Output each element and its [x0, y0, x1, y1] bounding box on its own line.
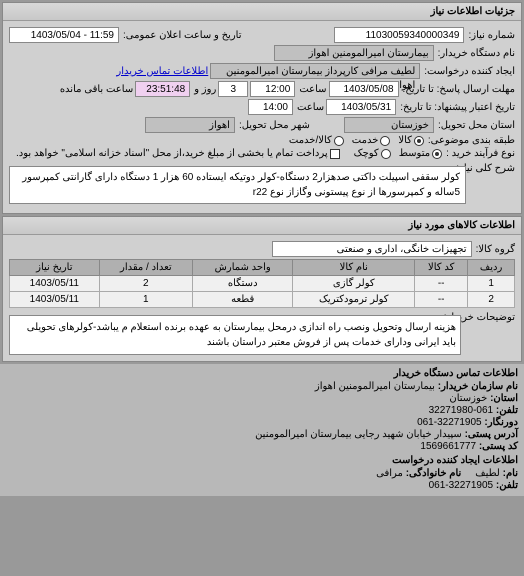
req-number: 11030059340000349	[334, 27, 464, 43]
treasury-label: پرداخت تمام یا بخشی از مبلغ خرید،از محل …	[16, 148, 328, 159]
category-radio-group: کالا خدمت کالا/خدمت	[289, 135, 424, 146]
cr-phone: 32271905-061	[429, 480, 494, 491]
requester: لطیف مرافی کارپرداز بیمارستان امیرالمومن…	[210, 63, 420, 79]
buyer-org: بیمارستان امیرالمومنین اهواز	[274, 45, 434, 61]
c-zip: 1569661777	[420, 441, 476, 452]
validity-time-label: ساعت	[297, 102, 324, 113]
group-value: تجهیزات خانگی، اداری و صنعتی	[272, 241, 472, 257]
items-table: ردیف کد کالا نام کالا واحد شمارش تعداد /…	[9, 259, 515, 308]
c-fax-label: دورنگار:	[484, 417, 518, 428]
c-phone-label: تلفن:	[496, 405, 518, 416]
c-fax: 32271905-061	[417, 417, 482, 428]
cr-name-label: نام:	[503, 468, 518, 479]
c-org-label: نام سازمان خریدار:	[438, 381, 518, 392]
city: اهواز	[145, 117, 235, 133]
items-tbody: 1--کولر گازیدستگاه21403/05/112--کولر ترم…	[10, 276, 515, 308]
treasury-checkbox[interactable]	[330, 149, 340, 159]
radio-small[interactable]	[381, 149, 391, 159]
table-cell: کولر گازی	[293, 276, 415, 292]
buyer-contact-link[interactable]: اطلاعات تماس خریدار	[116, 66, 208, 77]
table-cell: 1403/05/11	[10, 276, 100, 292]
contact-header: اطلاعات تماس دستگاه خریدار	[6, 368, 518, 379]
table-cell: دستگاه	[193, 276, 293, 292]
contact-section: اطلاعات تماس دستگاه خریدار نام سازمان خر…	[0, 364, 524, 496]
remain-days: 3	[218, 81, 248, 97]
validity-time: 14:00	[248, 99, 293, 115]
c-prov: خوزستان	[449, 393, 487, 404]
requester-label: ایجاد کننده درخواست:	[424, 66, 515, 77]
respond-date: 1403/05/08	[329, 81, 399, 97]
buyer-org-label: نام دستگاه خریدار:	[438, 48, 515, 59]
radio-kala[interactable]	[414, 136, 424, 146]
respond-time-label: ساعت	[299, 84, 326, 95]
radio-khedmat[interactable]	[380, 136, 390, 146]
table-row: 2--کولر ترمودکتریکقطعه11403/05/11	[10, 292, 515, 308]
note-label: توضیحات خریدار:	[465, 312, 515, 323]
radio-medium[interactable]	[432, 149, 442, 159]
respond-deadline-label: مهلت ارسال پاسخ: تا تاریخ:	[403, 84, 515, 95]
c-phone: 061-32271980	[429, 405, 494, 416]
table-cell: 2	[99, 276, 192, 292]
desc-label: شرح کلی نیاز:	[470, 163, 515, 174]
remain-time: 23:51:48	[135, 81, 190, 97]
remain-days-label: روز و	[194, 84, 216, 95]
purchase-type-group: متوسط کوچک	[354, 148, 442, 159]
c-postal-label: آدرس پستی:	[465, 429, 518, 440]
remain-label: ساعت باقی مانده	[60, 84, 133, 95]
province: خوزستان	[344, 117, 434, 133]
city-label: شهر محل تحویل:	[239, 120, 310, 131]
note-text: هزینه ارسال وتحویل ونصب راه اندازی درمحل…	[9, 315, 461, 355]
table-cell: 1403/05/11	[10, 292, 100, 308]
table-cell: قطعه	[193, 292, 293, 308]
goods-panel: اطلاعات کالاهای مورد نیاز گروه کالا: تجه…	[2, 216, 522, 362]
validity-date: 1403/05/31	[326, 99, 396, 115]
table-cell: 1	[468, 276, 515, 292]
radio-small-label: کوچک	[354, 148, 379, 159]
col-row: ردیف	[468, 260, 515, 276]
table-row: 1--کولر گازیدستگاه21403/05/11	[10, 276, 515, 292]
cr-lname: مرافی	[376, 468, 403, 479]
c-zip-label: کد پستی:	[479, 441, 518, 452]
pub-date-label: تاریخ و ساعت اعلان عمومی:	[123, 30, 242, 41]
creator-header: اطلاعات ایجاد کننده درخواست	[6, 455, 518, 466]
col-name: نام کالا	[293, 260, 415, 276]
radio-medium-label: متوسط	[399, 148, 430, 159]
cr-name: لطیف	[475, 468, 500, 479]
province-label: استان محل تحویل:	[438, 120, 515, 131]
validity-label: تاریخ اعتبار پیشنهاد: تا تاریخ:	[400, 102, 515, 113]
table-cell: --	[415, 276, 468, 292]
radio-kala-label: کالا	[398, 135, 412, 146]
c-org: بیمارستان امیرالمومنین اهواز	[315, 381, 435, 392]
table-cell: 1	[99, 292, 192, 308]
cr-phone-label: تلفن:	[496, 480, 518, 491]
table-cell: --	[415, 292, 468, 308]
col-qty: تعداد / مقدار	[99, 260, 192, 276]
goods-panel-title: اطلاعات کالاهای مورد نیاز	[3, 217, 521, 235]
group-label: گروه کالا:	[476, 244, 515, 255]
col-date: تاریخ نیاز	[10, 260, 100, 276]
col-code: کد کالا	[415, 260, 468, 276]
radio-kala-khedmat[interactable]	[334, 136, 344, 146]
purchase-type-label: نوع فرآیند خرید :	[446, 148, 515, 159]
detail-body: شماره نیاز: 11030059340000349 تاریخ و سا…	[3, 21, 521, 213]
respond-time: 12:00	[250, 81, 295, 97]
cr-lname-label: نام خانوادگی:	[406, 468, 462, 479]
items-header-row: ردیف کد کالا نام کالا واحد شمارش تعداد /…	[10, 260, 515, 276]
radio-khedmat-label: خدمت	[352, 135, 379, 146]
pub-date: 11:59 - 1403/05/04	[9, 27, 119, 43]
main-panel-title: جزئیات اطلاعات نیاز	[3, 3, 521, 21]
col-unit: واحد شمارش	[193, 260, 293, 276]
table-cell: کولر ترمودکتریک	[293, 292, 415, 308]
table-cell: 2	[468, 292, 515, 308]
c-postal: سپیدار خیابان شهید رجایی بیمارستان امیرا…	[255, 429, 462, 440]
main-panel: جزئیات اطلاعات نیاز شماره نیاز: 11030059…	[2, 2, 522, 214]
req-number-label: شماره نیاز:	[468, 30, 515, 41]
c-prov-label: استان:	[490, 393, 518, 404]
radio-kala-khedmat-label: کالا/خدمت	[289, 135, 332, 146]
category-label: طبقه بندی موضوعی:	[428, 135, 515, 146]
desc-text: کولر سقفی اسپیلت داکتی صدهزار2 دستگاه-کو…	[9, 166, 466, 204]
